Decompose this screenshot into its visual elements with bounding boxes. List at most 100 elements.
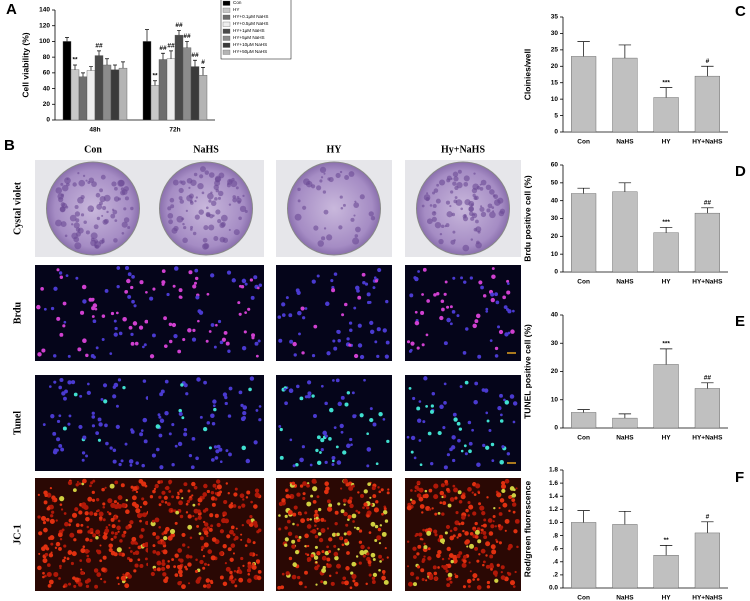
cell	[419, 463, 423, 467]
cell	[126, 278, 131, 284]
cell	[95, 346, 99, 350]
colony	[113, 196, 120, 202]
cell	[81, 458, 85, 462]
cell	[482, 531, 487, 535]
cell	[206, 534, 209, 538]
cell	[252, 541, 256, 545]
cell	[158, 503, 162, 507]
cell	[67, 480, 73, 486]
cell	[249, 552, 254, 557]
cell	[167, 535, 173, 541]
cell	[281, 302, 286, 307]
colony	[450, 190, 454, 194]
cell	[368, 531, 372, 534]
cell	[230, 543, 236, 548]
colony	[205, 206, 209, 210]
cell	[98, 549, 101, 552]
cell	[286, 519, 291, 524]
error-bar	[659, 545, 673, 556]
cell	[224, 395, 228, 400]
cell	[192, 503, 196, 507]
cell	[162, 572, 167, 577]
cell	[80, 310, 85, 315]
cell	[346, 391, 351, 395]
cell	[254, 523, 259, 528]
cell	[328, 574, 332, 578]
cell	[40, 287, 44, 291]
y-axis-title: Cell viability (%)	[20, 32, 30, 97]
cell	[62, 301, 67, 306]
bar	[694, 212, 720, 273]
cell	[128, 325, 133, 330]
cell	[476, 578, 480, 581]
cell	[410, 435, 416, 441]
colony	[217, 219, 222, 224]
cell	[418, 439, 422, 442]
cell	[37, 515, 41, 519]
cell	[232, 504, 237, 508]
cell	[426, 299, 430, 303]
cell	[315, 448, 319, 453]
cell	[498, 329, 504, 335]
cell	[117, 530, 120, 533]
cell	[482, 443, 486, 448]
cell	[335, 445, 339, 449]
cell	[458, 499, 463, 504]
cell	[347, 514, 352, 519]
cell	[367, 560, 372, 565]
cell	[162, 549, 168, 555]
cell	[49, 535, 55, 541]
cell	[474, 535, 479, 539]
cell	[230, 579, 236, 584]
cell	[116, 515, 119, 518]
cell	[84, 511, 89, 516]
cell	[372, 494, 377, 499]
cell	[383, 507, 387, 511]
cell	[42, 575, 45, 579]
cell	[240, 285, 245, 289]
colony	[74, 204, 79, 210]
cell	[247, 537, 250, 541]
cell	[139, 280, 144, 285]
legend-label: HY+5μM NaHS	[233, 35, 265, 40]
cell	[331, 285, 335, 290]
y-tick-label: 80	[43, 54, 51, 61]
cell	[206, 583, 211, 589]
cell	[73, 392, 78, 397]
cell	[109, 483, 115, 489]
colony	[179, 180, 183, 184]
cell	[124, 265, 130, 271]
colony	[193, 172, 198, 177]
cell	[328, 437, 332, 441]
cell	[468, 561, 471, 564]
bar	[571, 522, 597, 589]
error-bar	[81, 72, 85, 77]
cell	[184, 565, 188, 569]
cell	[123, 530, 127, 534]
colony	[121, 189, 128, 195]
colony	[55, 187, 63, 194]
colony	[322, 190, 327, 194]
cell	[87, 550, 90, 553]
error-bar	[177, 30, 181, 36]
cell	[161, 490, 166, 495]
cell	[117, 495, 123, 501]
colony	[307, 182, 311, 185]
column-label: Hy+NaHS	[441, 144, 485, 155]
colony	[470, 203, 474, 207]
colony	[432, 203, 437, 208]
colony	[195, 196, 198, 199]
cell	[174, 266, 179, 271]
cell	[229, 529, 234, 535]
y-tick-label: 120	[39, 22, 50, 29]
cell	[104, 528, 110, 534]
cell	[122, 385, 126, 390]
cell	[413, 456, 417, 460]
error-bar	[169, 50, 173, 59]
cell	[445, 569, 449, 573]
cell	[512, 420, 516, 424]
colony	[434, 221, 442, 229]
error-bar	[577, 41, 590, 57]
cell	[436, 553, 441, 559]
colony	[499, 208, 506, 214]
